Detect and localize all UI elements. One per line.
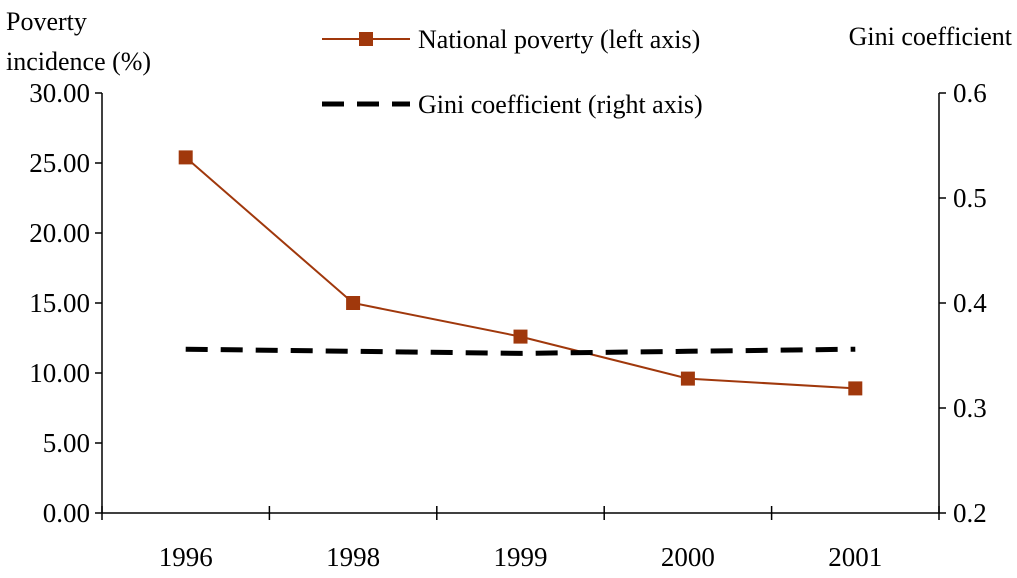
right-tick-label: 0.4 [953,288,987,318]
data-point-0-4 [848,381,863,396]
legend-item-national-poverty: National poverty (left axis) [322,25,700,54]
data-point-0-3 [680,371,695,386]
data-point-0-0 [178,150,193,165]
left-axis-title-line-2: incidence (%) [6,47,151,76]
series-layer [178,150,863,396]
left-tick-label: 0.00 [43,498,90,528]
data-point-0-1 [346,296,361,310]
right-tick-label: 0.5 [953,183,987,213]
series-line-1 [185,346,856,356]
right-axis-ticks: 0.2 0.3 0.4 0.5 0.6 [939,78,987,528]
left-tick-label: 10.00 [29,358,90,388]
x-tick-label: 1998 [326,542,380,572]
legend: National poverty (left axis) Gini coeffi… [322,25,703,119]
right-tick-label: 0.6 [953,78,987,108]
legend-label-gini: Gini coefficient (right axis) [418,90,703,119]
right-tick-label: 0.3 [953,393,987,423]
left-tick-label: 30.00 [29,78,90,108]
left-axis-title-line-1: Poverty [6,7,87,36]
left-axis-ticks: 0.00 5.00 10.00 15.00 20.00 25.00 30.00 [29,78,102,528]
data-point-0-2 [513,329,528,344]
left-tick-label: 15.00 [29,288,90,318]
left-tick-label: 25.00 [29,148,90,178]
left-tick-label: 20.00 [29,218,90,248]
left-tick-label: 5.00 [43,428,90,458]
x-axis-ticks: 1996 1998 1999 2000 2001 [101,506,940,572]
axes [101,93,940,514]
right-tick-label: 0.2 [953,498,987,528]
x-tick-label: 2001 [828,542,882,572]
right-axis-title: Gini coefficient [849,22,1013,51]
x-tick-label: 1999 [494,542,548,572]
x-tick-label: 2000 [661,542,715,572]
legend-label-national-poverty: National poverty (left axis) [418,25,700,54]
legend-item-gini: Gini coefficient (right axis) [322,90,703,119]
x-tick-label: 1996 [159,542,213,572]
legend-marker-national-poverty [359,32,373,46]
